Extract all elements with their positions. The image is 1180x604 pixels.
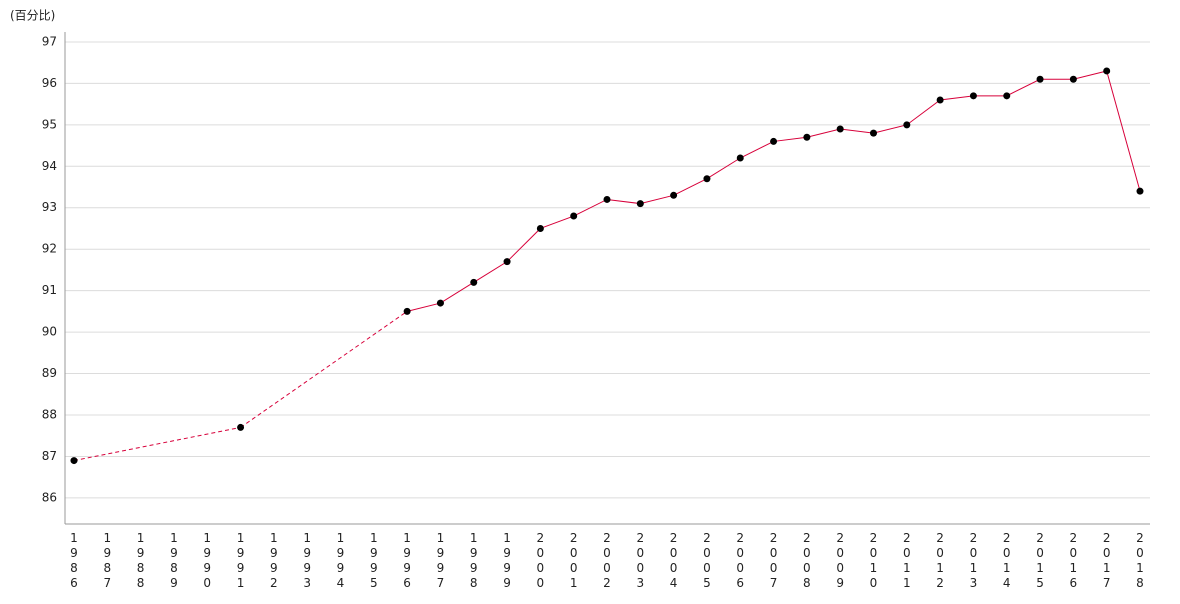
- point: [836, 125, 844, 133]
- point: [1069, 75, 1077, 83]
- point: [237, 423, 245, 431]
- y-tick-label: 92: [42, 242, 57, 256]
- point: [1003, 92, 1011, 100]
- point: [903, 121, 911, 129]
- y-tick-label: 88: [42, 407, 57, 421]
- point: [536, 224, 544, 232]
- y-axis-label: (百分比): [10, 9, 55, 23]
- point: [670, 191, 678, 199]
- point: [1036, 75, 1044, 83]
- point: [936, 96, 944, 104]
- y-tick-label: 96: [42, 76, 57, 90]
- point: [570, 212, 578, 220]
- point: [770, 137, 778, 145]
- point: [1136, 187, 1144, 195]
- point: [1103, 67, 1111, 75]
- point: [736, 154, 744, 162]
- y-tick-label: 90: [42, 325, 57, 339]
- point: [803, 133, 811, 141]
- gap-connector: [240, 310, 408, 428]
- y-tick-label: 97: [42, 34, 57, 48]
- point: [969, 92, 977, 100]
- point: [703, 175, 711, 183]
- y-tick-label: 89: [42, 366, 57, 380]
- point: [470, 278, 478, 286]
- point: [70, 457, 78, 465]
- point: [870, 129, 877, 137]
- point: [403, 307, 411, 315]
- y-tick-label: 95: [42, 117, 57, 131]
- point: [603, 195, 611, 203]
- y-tick-label: 91: [42, 283, 57, 297]
- gap-connector: [73, 426, 241, 462]
- y-tick-label: 86: [42, 490, 57, 504]
- y-tick-label: 93: [42, 200, 57, 214]
- y-tick-label: 87: [42, 449, 57, 463]
- point: [503, 258, 511, 266]
- point: [436, 299, 444, 307]
- line: [407, 70, 1141, 312]
- point: [636, 200, 644, 208]
- y-tick-label: 94: [42, 159, 57, 173]
